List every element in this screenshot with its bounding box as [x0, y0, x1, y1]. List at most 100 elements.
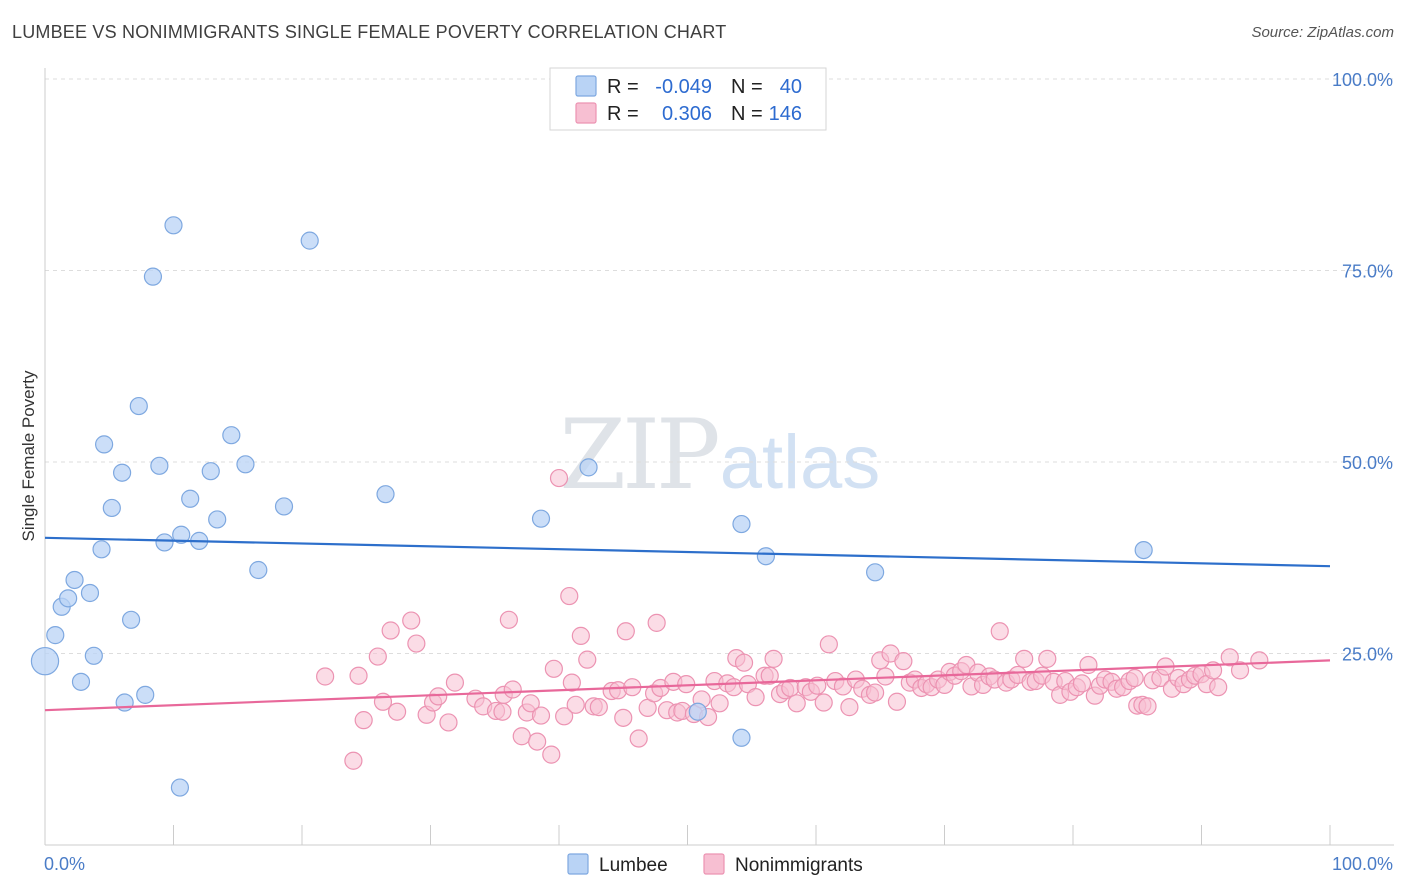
data-point: [368, 647, 387, 666]
data-point: [787, 694, 806, 713]
legend-r-value: -0.049: [655, 76, 712, 98]
legend-swatch-lumbee: [575, 75, 597, 97]
data-point: [616, 622, 635, 641]
data-point: [349, 666, 368, 685]
data-point: [499, 610, 518, 629]
data-point: [236, 455, 255, 474]
y-tick-label: 75.0%: [1342, 262, 1393, 282]
data-point: [531, 706, 551, 725]
data-point: [170, 778, 190, 797]
data-point: [894, 652, 913, 671]
data-point: [112, 463, 132, 482]
data-point: [407, 634, 426, 653]
data-point: [493, 702, 512, 721]
data-point: [1230, 661, 1250, 680]
data-point: [92, 540, 111, 559]
data-point: [734, 653, 754, 672]
legend-n-label: N =: [731, 76, 763, 98]
data-point: [1015, 649, 1034, 668]
bottom-legend-lumbee: Lumbee: [599, 855, 668, 876]
data-point: [732, 728, 751, 747]
data-point: [560, 586, 579, 606]
data-point: [578, 650, 597, 669]
data-point: [376, 485, 395, 504]
data-point: [629, 729, 648, 748]
data-point: [555, 707, 574, 726]
data-point: [819, 635, 838, 654]
data-point: [115, 693, 134, 712]
data-point: [181, 489, 200, 508]
data-point: [647, 613, 666, 632]
y-tick-labels: 25.0% 50.0% 75.0% 100.0%: [1332, 70, 1393, 665]
data-point: [1250, 651, 1269, 670]
data-point: [746, 688, 765, 707]
data-point: [688, 702, 707, 721]
data-point: [562, 673, 581, 692]
bottom-legend-swatch-nonimmigrants: [703, 853, 725, 875]
bottom-legend-nonimmigrants: Nonimmigrants: [735, 855, 863, 876]
legend-r-label: R =: [607, 103, 639, 125]
series-lumbee-points: [30, 216, 1153, 797]
legend-r-label: R =: [607, 76, 639, 98]
data-point: [549, 468, 569, 488]
data-point: [840, 698, 859, 717]
grid-lines: [45, 78, 1394, 654]
y-axis-label: Single Female Poverty: [19, 370, 38, 542]
data-point: [1125, 668, 1144, 688]
data-point: [1072, 674, 1092, 693]
trend-lines: [44, 536, 1331, 712]
data-point: [512, 727, 531, 746]
data-point: [136, 685, 155, 704]
data-point: [129, 396, 148, 416]
x-tick-label: 100.0%: [1332, 854, 1393, 874]
x-tick-labels: 0.0% 100.0%: [44, 854, 1393, 874]
data-point: [80, 583, 100, 603]
data-point: [65, 570, 84, 590]
data-point: [531, 509, 551, 528]
data-point: [503, 680, 522, 699]
chart-title: LUMBEE VS NONIMMIGRANTS SINGLE FEMALE PO…: [12, 22, 727, 42]
data-point: [274, 497, 294, 516]
data-point: [46, 626, 65, 645]
data-point: [521, 694, 540, 713]
data-point: [381, 621, 400, 640]
data-point: [300, 231, 319, 250]
data-point: [544, 659, 563, 678]
legend-n-value: 146: [769, 103, 802, 125]
bottom-legend-swatch-lumbee: [567, 853, 589, 875]
data-point: [84, 646, 103, 665]
data-point: [429, 687, 448, 706]
source-credit: Source: ZipAtlas.com: [1251, 24, 1394, 41]
data-point: [316, 667, 335, 686]
data-point: [354, 711, 373, 730]
data-point: [710, 694, 729, 713]
trend-line: [44, 659, 1331, 712]
legend: R = -0.049 N = 40 R = 0.306 N = 146: [549, 67, 827, 131]
data-point: [866, 563, 885, 582]
data-point: [344, 751, 363, 770]
axes: [44, 68, 1394, 846]
data-point: [439, 713, 458, 732]
data-point: [614, 708, 633, 727]
data-point: [150, 456, 169, 475]
series-nonimmigrants-points: [316, 468, 1269, 770]
data-point: [1209, 678, 1228, 697]
data-point: [571, 626, 590, 645]
data-point: [990, 622, 1009, 641]
x-tick-label: 0.0%: [44, 854, 85, 874]
data-point: [1038, 649, 1057, 668]
data-point: [121, 610, 141, 629]
data-point: [95, 435, 114, 454]
data-point: [59, 589, 78, 608]
data-point: [1220, 648, 1239, 667]
data-point: [589, 698, 608, 717]
watermark-zip: ZIP: [559, 399, 718, 511]
data-point: [814, 693, 833, 712]
data-point: [542, 745, 561, 764]
data-point: [445, 673, 465, 692]
data-point: [30, 646, 60, 676]
data-point: [143, 267, 163, 286]
legend-n-label: N =: [731, 103, 763, 125]
y-tick-label: 50.0%: [1342, 453, 1393, 473]
